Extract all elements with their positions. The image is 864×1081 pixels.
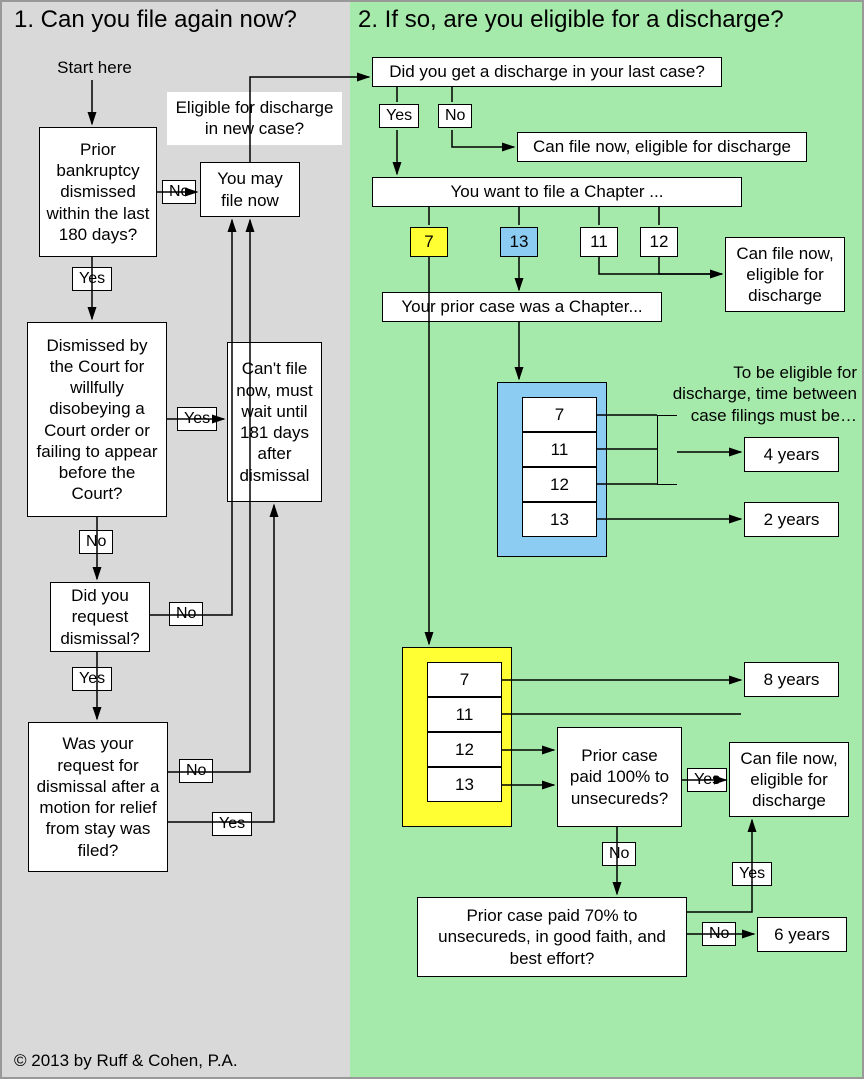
bracket-blue-4yr [657, 415, 677, 485]
section-1-title: 1. Can you file again now? [14, 6, 297, 34]
node-6-years: 6 years [757, 917, 847, 952]
edge-label-yes: Yes [687, 768, 727, 792]
chip-chapter-7: 7 [410, 227, 448, 257]
node-prior-100pct: Prior case paid 100% to unsecureds? [557, 727, 682, 827]
edge-label-no: No [702, 922, 736, 946]
stack-yellow-12: 12 [427, 732, 502, 767]
edge-label-yes: Yes [177, 407, 217, 431]
edge-label-no: No [179, 759, 213, 783]
node-prior-70pct: Prior case paid 70% to unsecureds, in go… [417, 897, 687, 977]
section-2-title: 2. If so, are you eligible for a dischar… [358, 6, 784, 34]
node-can-file-now-eligible-3: Can file now, eligible for discharge [729, 742, 849, 817]
node-4-years: 4 years [744, 437, 839, 472]
stack-yellow-7: 7 [427, 662, 502, 697]
stack-blue-7: 7 [522, 397, 597, 432]
stack-blue-11: 11 [522, 432, 597, 467]
stack-blue-13: 13 [522, 502, 597, 537]
stack-yellow-13: 13 [427, 767, 502, 802]
flowchart-canvas: 1. Can you file again now? 2. If so, are… [0, 0, 864, 1079]
node-2-years: 2 years [744, 502, 839, 537]
chip-chapter-12: 12 [640, 227, 678, 257]
stack-yellow-11: 11 [427, 697, 502, 732]
node-want-file-chapter: You want to file a Chapter ... [372, 177, 742, 207]
edge-label-no: No [438, 104, 472, 128]
node-disobey: Dismissed by the Court for willfully dis… [27, 322, 167, 517]
edge-label-yes: Yes [732, 862, 772, 886]
edge-label-yes: Yes [72, 267, 112, 291]
chip-chapter-11: 11 [580, 227, 618, 257]
edge-label-yes: Yes [72, 667, 112, 691]
edge-label-yes: Yes [212, 812, 252, 836]
note-time-between: To be eligible for discharge, time betwe… [667, 362, 857, 426]
node-cant-file-now: Can't file now, must wait until 181 days… [227, 342, 322, 502]
node-8-years: 8 years [744, 662, 839, 697]
stack-blue-12: 12 [522, 467, 597, 502]
copyright-text: © 2013 by Ruff & Cohen, P.A. [14, 1051, 238, 1071]
edge-label-no: No [169, 602, 203, 626]
node-prior-discharge: Did you get a discharge in your last cas… [372, 57, 722, 87]
edge-label-no: No [602, 842, 636, 866]
node-prior-180-days: Prior bankruptcy dismissed within the la… [39, 127, 157, 257]
node-can-file-now-eligible-1: Can file now, eligible for discharge [517, 132, 807, 162]
node-eligible-new-case: Eligible for discharge in new case? [167, 92, 342, 145]
node-request-dismissal: Did you request dismissal? [50, 582, 150, 652]
node-after-relief: Was your request for dismissal after a m… [28, 722, 168, 872]
chip-chapter-13: 13 [500, 227, 538, 257]
start-here-label: Start here [42, 57, 147, 78]
edge-label-no: No [79, 530, 113, 554]
edge-label-yes: Yes [379, 104, 419, 128]
node-you-may-file-now: You may file now [200, 162, 300, 217]
edge-label-no: No [162, 180, 196, 204]
node-prior-case-chapter: Your prior case was a Chapter... [382, 292, 662, 322]
node-can-file-now-eligible-2: Can file now, eligible for discharge [725, 237, 845, 312]
